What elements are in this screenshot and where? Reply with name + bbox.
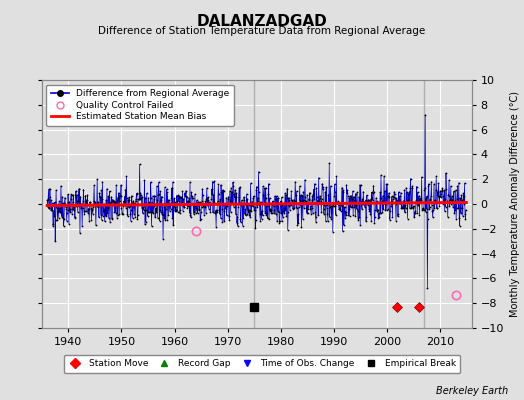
Text: Difference of Station Temperature Data from Regional Average: Difference of Station Temperature Data f… — [99, 26, 425, 36]
Y-axis label: Monthly Temperature Anomaly Difference (°C): Monthly Temperature Anomaly Difference (… — [509, 91, 520, 317]
Legend: Difference from Regional Average, Quality Control Failed, Estimated Station Mean: Difference from Regional Average, Qualit… — [47, 84, 234, 126]
Text: Berkeley Earth: Berkeley Earth — [436, 386, 508, 396]
Text: DALANZADGAD: DALANZADGAD — [196, 14, 328, 29]
Legend: Station Move, Record Gap, Time of Obs. Change, Empirical Break: Station Move, Record Gap, Time of Obs. C… — [64, 355, 460, 373]
